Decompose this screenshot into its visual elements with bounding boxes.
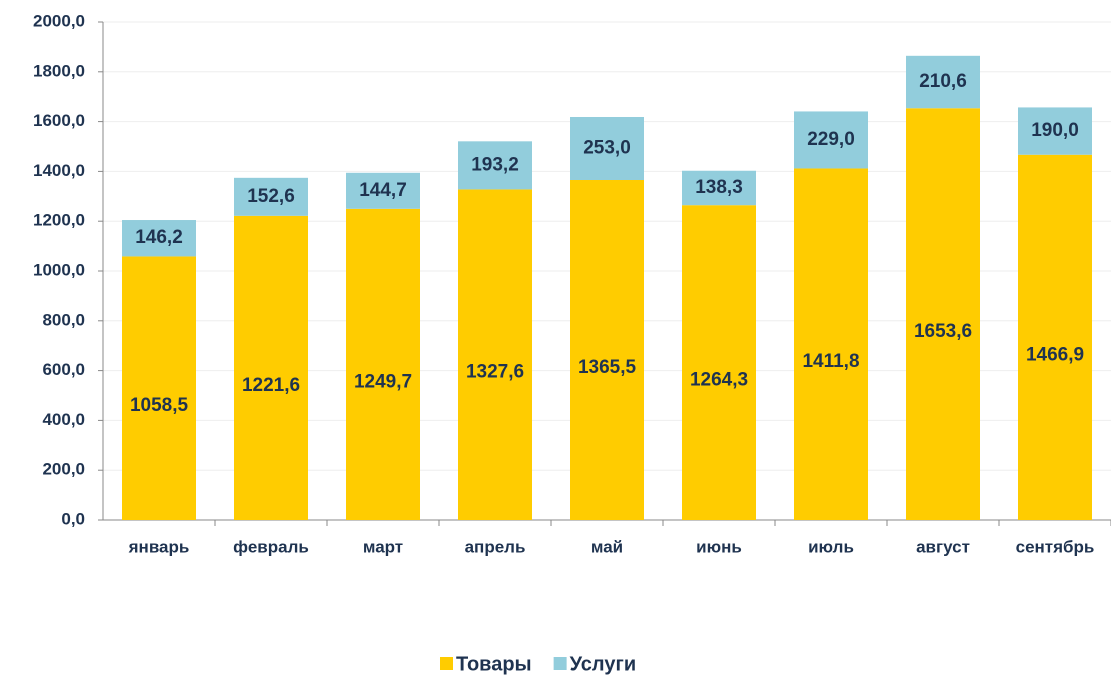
data-label: 152,6 (247, 186, 295, 207)
data-label: 1058,5 (130, 395, 189, 416)
y-tick-label: 800,0 (42, 310, 85, 329)
data-label: 1221,6 (242, 375, 300, 396)
data-label: 1653,6 (914, 321, 972, 342)
x-tick-label: январь (128, 537, 190, 556)
bar-segment (122, 256, 196, 520)
y-tick-label: 1400,0 (33, 161, 85, 180)
data-label: 138,3 (695, 177, 743, 198)
bar-segment (458, 141, 532, 190)
x-tick-label: февраль (233, 537, 309, 556)
bar-segment (122, 220, 196, 257)
y-tick-label: 0,0 (61, 509, 85, 528)
bar-segment (794, 168, 868, 521)
bar-segment (346, 208, 420, 520)
data-label: 193,2 (471, 154, 519, 175)
data-label: 253,0 (583, 138, 631, 159)
x-tick-label: июнь (696, 537, 742, 556)
bar-segment (906, 108, 980, 520)
x-tick-label: сентябрь (1016, 537, 1095, 556)
legend-swatch (440, 657, 453, 670)
data-label: 1365,5 (578, 357, 637, 378)
bar-segment (570, 116, 644, 180)
data-label: 210,6 (919, 71, 967, 92)
data-label: 144,7 (359, 180, 407, 201)
bar-segment (1018, 107, 1092, 155)
bar-segment (906, 55, 980, 109)
x-tick-label: август (916, 537, 970, 556)
x-tick-label: апрель (465, 537, 526, 556)
data-label: 229,0 (807, 129, 855, 150)
bar-segment (346, 172, 420, 209)
data-label: 1327,6 (466, 362, 524, 383)
y-tick-label: 600,0 (42, 360, 85, 379)
x-tick-label: март (363, 537, 403, 556)
data-label: 1411,8 (802, 351, 859, 372)
y-tick-label: 1200,0 (33, 211, 85, 230)
legend-label: Товары (456, 653, 532, 675)
bar-segment (682, 170, 756, 206)
bar-segment (794, 111, 868, 169)
y-tick-label: 1800,0 (33, 61, 85, 80)
bar-segment (234, 215, 308, 520)
data-label: 1264,3 (690, 370, 748, 391)
legend-swatch (553, 657, 567, 670)
legend-label: Услуги (570, 653, 637, 675)
y-tick-label: 200,0 (42, 460, 85, 479)
data-label: 1249,7 (354, 371, 412, 392)
data-label: 146,2 (135, 227, 183, 248)
x-tick-label: июль (808, 537, 854, 556)
y-tick-label: 1000,0 (33, 260, 85, 279)
data-label: 190,0 (1031, 120, 1079, 141)
bar-segment (570, 179, 644, 521)
y-tick-label: 2000,0 (33, 11, 85, 30)
y-tick-label: 400,0 (42, 410, 85, 429)
bar-segment (458, 189, 532, 520)
x-tick-label: май (591, 537, 623, 556)
bar-segment (1018, 154, 1092, 521)
data-label: 1466,9 (1026, 344, 1084, 365)
y-tick-label: 1600,0 (33, 111, 85, 130)
bar-segment (234, 177, 308, 216)
bar-segment (682, 205, 756, 520)
